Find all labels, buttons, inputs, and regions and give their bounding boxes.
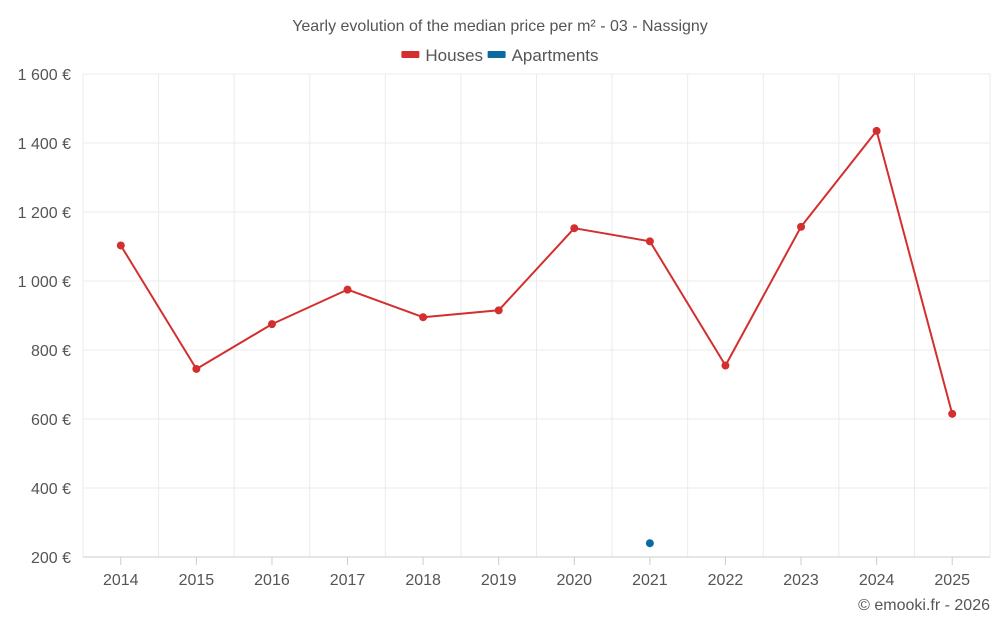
plot-area — [116, 126, 957, 548]
apartments-data-point — [645, 539, 654, 548]
houses-data-point — [192, 364, 201, 373]
y-tick-label: 1 600 € — [18, 67, 71, 84]
y-tick-label: 1 200 € — [18, 205, 71, 222]
y-tick-label: 1 000 € — [18, 274, 71, 291]
x-tick-label: 2022 — [708, 572, 744, 589]
y-tick-label: 800 € — [31, 343, 71, 360]
x-tick-label: 2020 — [556, 572, 592, 589]
houses-data-point — [645, 237, 654, 246]
houses-data-point — [948, 409, 957, 418]
y-tick-label: 600 € — [31, 412, 71, 429]
x-tick-label: 2016 — [254, 572, 290, 589]
x-tick-label: 2019 — [481, 572, 517, 589]
houses-data-point — [116, 241, 125, 250]
y-tick-label: 1 400 € — [18, 136, 71, 153]
y-tick-label: 200 € — [31, 550, 71, 567]
legend-swatch-houses — [401, 51, 420, 58]
x-tick-label: 2021 — [632, 572, 668, 589]
legend-label-apartments: Apartments — [512, 46, 599, 65]
chart-title: Yearly evolution of the median price per… — [292, 18, 708, 35]
x-tick-label: 2024 — [859, 572, 895, 589]
houses-data-point — [872, 126, 881, 135]
x-tick-label: 2018 — [405, 572, 441, 589]
y-tick-label: 400 € — [31, 481, 71, 498]
x-tick-label: 2017 — [330, 572, 366, 589]
x-tick-label: 2025 — [934, 572, 970, 589]
credit-text: © emooki.fr - 2026 — [858, 597, 990, 614]
houses-data-point — [419, 313, 428, 322]
houses-data-point — [570, 224, 579, 233]
houses-series-line — [119, 129, 954, 415]
legend-swatch-apartments — [487, 51, 506, 58]
x-tick-label: 2023 — [783, 572, 819, 589]
legend: Houses Apartments — [401, 46, 599, 65]
houses-data-point — [797, 222, 806, 231]
x-tick-label: 2015 — [179, 572, 215, 589]
x-tick-label: 2014 — [103, 572, 139, 589]
legend-label-houses: Houses — [425, 46, 483, 65]
houses-data-point — [343, 285, 352, 294]
houses-data-point — [267, 320, 276, 329]
axes: 200 € 400 € 600 € 800 € 1 000 € 1 200 € 1 400 … — [18, 67, 990, 589]
houses-data-point — [494, 306, 503, 315]
houses-data-point — [721, 361, 730, 370]
grid — [82, 73, 991, 557]
